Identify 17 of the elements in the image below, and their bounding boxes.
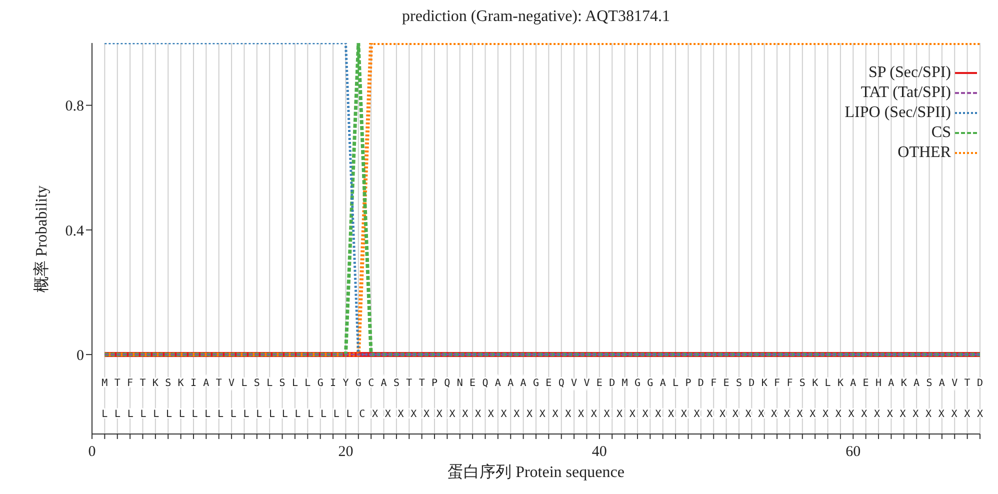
y-tick-label: 0.8 xyxy=(65,98,84,115)
y-axis-title: 概率 Probability xyxy=(32,184,52,292)
x-tick-label: 20 xyxy=(338,444,354,460)
annotation: M T F T K S K I A T V L S L S L L G I Y G C A S T T P Q N E Q A A A G E Q V V E D M G G A L P D F E S D K F F S K L K A E H A K A S A V T D xyxy=(102,378,984,389)
x-tick-label: 60 xyxy=(846,444,861,460)
x-axis-title: 蛋白序列 Protein sequence xyxy=(446,462,626,483)
legend-label: SP (Sec/SPI) xyxy=(868,63,951,83)
x-tick-label: 0 xyxy=(88,444,96,460)
y-tick-label: 0 xyxy=(76,348,84,364)
x-tick-label: 40 xyxy=(592,444,607,460)
annotation: L L L L L L L L L L L L L L L L L L L L C X X X X X X X X X X X X X X X X X X X X X X X X X X X X X X X X X X X X X X X X X X X X X X X X xyxy=(102,409,984,420)
legend-label: LIPO (Sec/SPII) xyxy=(844,103,951,123)
chart-title: prediction (Gram-negative): AQT38174.1 xyxy=(401,8,671,26)
y-tick-label: 0.4 xyxy=(65,223,84,240)
legend-label: OTHER xyxy=(898,143,951,163)
legend-label: TAT (Tat/SPI) xyxy=(860,83,951,103)
legend-label: CS xyxy=(931,123,951,143)
